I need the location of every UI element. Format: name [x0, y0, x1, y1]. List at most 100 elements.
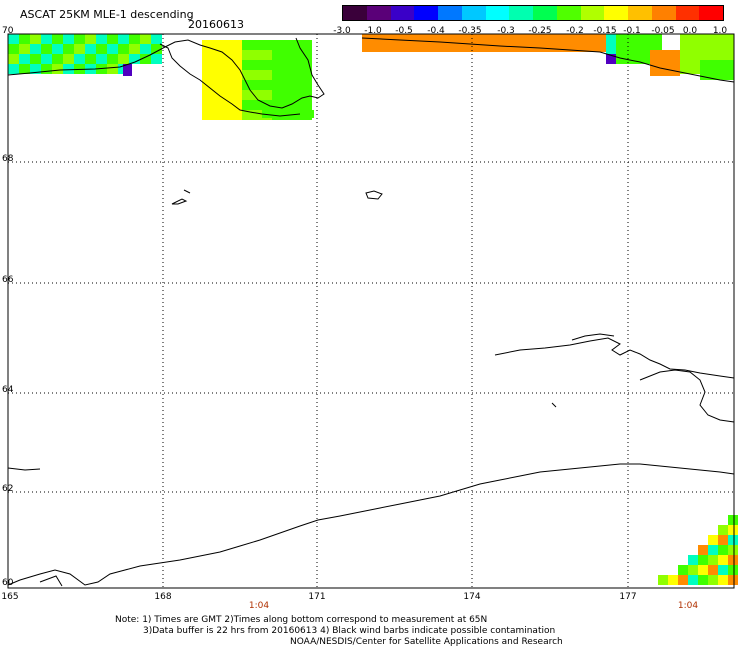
wind-data-cell	[212, 100, 222, 110]
wind-data-cell	[272, 70, 282, 80]
wind-data-cell	[708, 555, 718, 565]
wind-data-cell	[232, 110, 242, 120]
colorbar-tick-label: -3.0	[333, 26, 351, 36]
wind-data-cell	[678, 575, 688, 585]
wind-data-cell	[718, 545, 728, 555]
coastline	[365, 190, 383, 200]
wind-data-cell	[41, 54, 52, 64]
wind-data-cell	[302, 60, 312, 70]
wind-data-cell	[262, 50, 272, 60]
latitude-label: 70	[2, 26, 14, 36]
wind-data-cell	[728, 565, 738, 575]
wind-data-cell	[302, 90, 312, 100]
wind-data-cell	[718, 525, 728, 535]
colorbar-tick-label: -0.4	[427, 26, 445, 36]
wind-data-cell	[140, 34, 151, 44]
colorbar-tick-label: -0.15	[593, 26, 617, 36]
coastline	[39, 575, 63, 587]
wind-data-cell	[85, 44, 96, 54]
longitude-label: 168	[154, 592, 172, 602]
wind-data-cell	[129, 44, 140, 54]
wind-data-cell	[728, 535, 738, 545]
map-frame	[7, 33, 735, 589]
wind-data-cell	[41, 34, 52, 44]
colorbar-swatch	[390, 6, 415, 20]
wind-data-cell	[718, 575, 728, 585]
wind-data-cell	[292, 90, 302, 100]
coastline	[7, 463, 735, 586]
wind-data-cell	[252, 80, 262, 90]
date-label: 20160613	[188, 18, 244, 31]
wind-data-cell	[96, 64, 107, 74]
wind-data-cell	[242, 110, 252, 120]
wind-data-cell	[708, 545, 718, 555]
wind-data-cell	[678, 565, 688, 575]
coastlines	[7, 37, 735, 587]
wind-data-cell	[8, 44, 19, 54]
wind-data-cell	[728, 525, 738, 535]
coastline	[639, 369, 735, 423]
colorbar-swatch	[461, 6, 486, 20]
wind-data-cell	[19, 44, 30, 54]
colorbar-ticks: -3.0 -1.0 -0.5 -0.4 -0.35 -0.3 -0.25 -0.2 -0.15-…	[0, 26, 740, 38]
wind-data-cell	[63, 44, 74, 54]
wind-data-cell	[302, 50, 312, 60]
coastline	[7, 37, 325, 109]
wind-data-cell	[698, 555, 708, 565]
wind-data-cell	[151, 54, 162, 64]
colorbar-swatch	[580, 6, 605, 20]
wind-data-cell	[107, 64, 118, 74]
colorbar-swatch	[509, 6, 533, 20]
wind-data-cell	[718, 535, 728, 545]
colorbar-tick-label: -0.1	[623, 26, 641, 36]
wind-data-cell	[202, 60, 212, 70]
wind-data-cell	[118, 34, 129, 44]
wind-data-cell	[222, 70, 232, 80]
wind-data-cell	[262, 70, 272, 80]
wind-data-cell	[302, 40, 312, 50]
wind-data-cell	[212, 40, 222, 50]
wind-data-cell	[282, 70, 292, 80]
wind-data-cell	[728, 575, 738, 585]
wind-data-cell	[202, 70, 212, 80]
wind-data-cell	[74, 44, 85, 54]
wind-data-cell	[19, 54, 30, 64]
coastline	[571, 333, 615, 341]
wind-data-cell	[688, 565, 698, 575]
colorbar-tick-label: -0.3	[497, 26, 515, 36]
wind-data-cell	[222, 40, 232, 50]
wind-data-cell	[232, 80, 242, 90]
latitude-label: 64	[2, 385, 14, 395]
wind-data-cell	[708, 535, 718, 545]
coastline	[361, 37, 735, 83]
wind-data-cell	[96, 54, 107, 64]
wind-data-cell	[19, 64, 30, 74]
wind-data-cell	[41, 64, 52, 74]
latitude-label: 60	[2, 578, 14, 588]
wind-data-cell	[202, 100, 212, 110]
wind-data-cell	[30, 34, 41, 44]
wind-data-cell	[30, 54, 41, 64]
colorbar-swatch	[556, 6, 581, 20]
wind-data-cell	[282, 80, 292, 90]
wind-data-cell	[107, 34, 118, 44]
colorbar-swatch	[438, 6, 462, 20]
wind-data-cell	[52, 34, 63, 44]
coastline	[551, 402, 557, 408]
wind-data-cell	[262, 60, 272, 70]
wind-data-cell	[52, 44, 63, 54]
wind-data-cell	[252, 40, 262, 50]
wind-data-cell	[282, 100, 292, 110]
latitude-label: 66	[2, 275, 14, 285]
wind-data-cell	[606, 54, 616, 64]
wind-data-cell	[252, 60, 262, 70]
wind-data-cell	[222, 90, 232, 100]
wind-data-cell	[282, 40, 292, 50]
colorbar-swatch	[533, 6, 557, 20]
coastline	[7, 467, 41, 471]
colorbar-swatch	[366, 6, 391, 20]
wind-data-cell	[252, 70, 262, 80]
latitude-label: 68	[2, 154, 14, 164]
wind-data-cell	[232, 90, 242, 100]
wind-data-cell	[718, 555, 728, 565]
